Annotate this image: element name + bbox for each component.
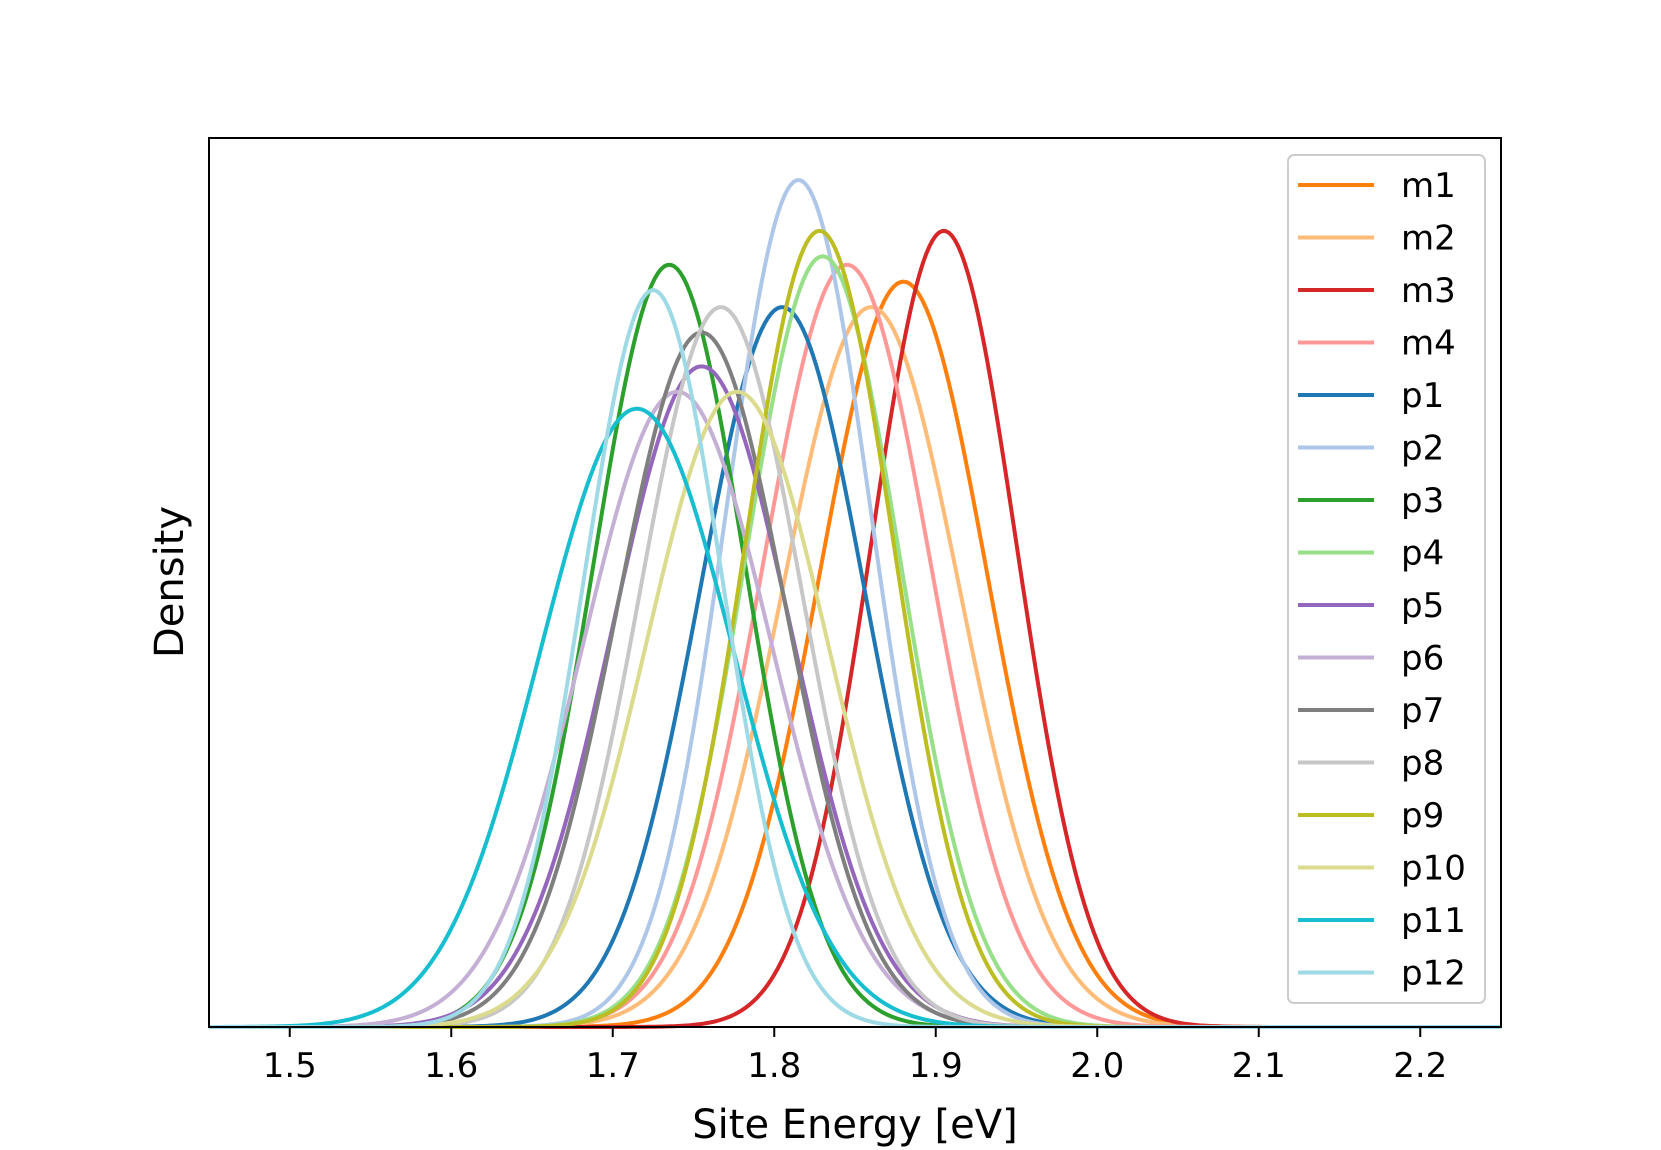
legend-label-p5: p5: [1401, 586, 1444, 626]
legend-label-m2: m2: [1401, 219, 1456, 259]
legend-label-p6: p6: [1401, 639, 1444, 679]
legend-label-p1: p1: [1401, 376, 1444, 416]
x-tick-label: 1.9: [909, 1046, 963, 1086]
legend-frame: [1287, 154, 1486, 1004]
x-axis-label: Site Energy [eV]: [692, 1102, 1017, 1148]
x-tick-label: 2.0: [1070, 1046, 1124, 1086]
legend-label-m4: m4: [1401, 324, 1456, 364]
x-tick-label: 2.2: [1393, 1046, 1447, 1086]
x-tick-label: 1.5: [263, 1046, 317, 1086]
x-tick-label: 1.8: [747, 1046, 801, 1086]
legend-label-p10: p10: [1401, 849, 1466, 889]
legend: m1 m2 m3 m4 p1 p2 p3 p4 p5 p6 p7 p8 p9 p10 p11 p12: [1287, 154, 1486, 1004]
x-tick-label: 2.1: [1232, 1046, 1286, 1086]
legend-label-m3: m3: [1401, 271, 1456, 311]
legend-label-p9: p9: [1401, 796, 1444, 836]
legend-label-p4: p4: [1401, 534, 1444, 574]
x-tick-label: 1.6: [424, 1046, 478, 1086]
legend-label-p12: p12: [1401, 954, 1466, 994]
legend-label-p11: p11: [1401, 901, 1466, 941]
legend-label-p2: p2: [1401, 429, 1444, 469]
legend-label-p8: p8: [1401, 744, 1444, 784]
y-axis-label: Density: [147, 506, 193, 658]
plot-frame: [208, 137, 1502, 1028]
x-tick-label: 1.7: [586, 1046, 640, 1086]
legend-label-m1: m1: [1401, 166, 1456, 206]
legend-label-p3: p3: [1401, 481, 1444, 521]
legend-label-p7: p7: [1401, 691, 1444, 731]
x-axis-ticks: 1.5 1.6 1.7 1.8 1.9 2.0 2.1 2.2: [263, 1027, 1447, 1086]
